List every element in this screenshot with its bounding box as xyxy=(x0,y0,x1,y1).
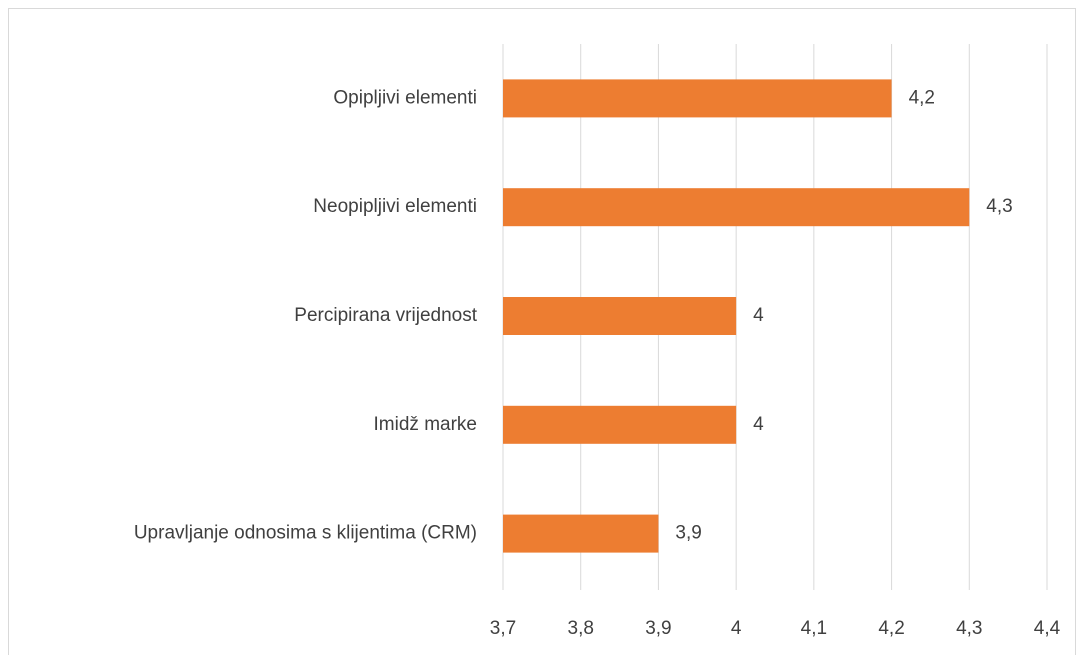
x-tick-label: 4,4 xyxy=(1034,618,1061,639)
x-tick-label: 4,3 xyxy=(956,618,982,639)
data-label: 4,3 xyxy=(986,196,1012,217)
data-label: 3,9 xyxy=(675,523,701,544)
y-tick-label: Upravljanje odnosima s klijentima (CRM) xyxy=(134,523,477,544)
x-tick-label: 3,9 xyxy=(645,618,671,639)
bar xyxy=(503,188,970,227)
y-tick-label: Neopipljivi elementi xyxy=(313,196,477,217)
bar xyxy=(503,297,737,335)
chart-border xyxy=(8,8,1076,655)
data-label: 4 xyxy=(753,305,764,326)
bar xyxy=(503,514,659,553)
x-tick-label: 4,2 xyxy=(878,618,904,639)
bar xyxy=(503,405,737,444)
x-tick-label: 4,1 xyxy=(801,618,827,639)
x-tick-label: 3,8 xyxy=(568,618,594,639)
y-tick-label: Opipljivi elementi xyxy=(333,87,477,108)
x-tick-label: 3,7 xyxy=(490,618,516,639)
y-tick-label: Imidž marke xyxy=(374,414,477,435)
y-tick-label: Percipirana vrijednost xyxy=(294,305,477,326)
bar xyxy=(503,79,892,118)
data-label: 4 xyxy=(753,414,764,435)
data-label: 4,2 xyxy=(909,87,935,108)
x-tick-label: 4 xyxy=(731,618,742,639)
